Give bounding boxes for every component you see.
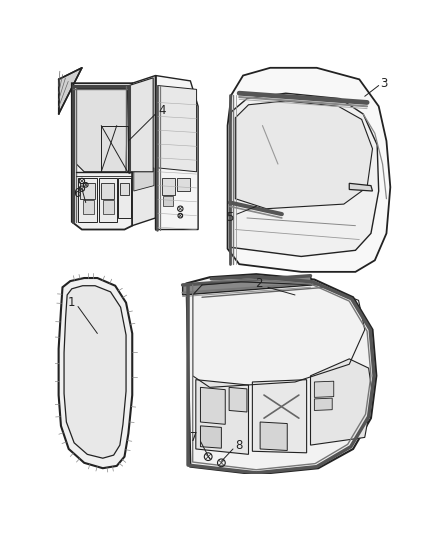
- Polygon shape: [163, 196, 173, 206]
- Polygon shape: [314, 381, 334, 398]
- Polygon shape: [196, 379, 248, 454]
- Polygon shape: [64, 286, 126, 458]
- Polygon shape: [349, 183, 372, 191]
- Polygon shape: [155, 76, 198, 230]
- Polygon shape: [229, 387, 247, 412]
- Polygon shape: [72, 83, 132, 230]
- Polygon shape: [134, 168, 154, 191]
- Polygon shape: [77, 88, 127, 172]
- Polygon shape: [101, 183, 114, 199]
- Polygon shape: [201, 426, 221, 448]
- Text: 1: 1: [68, 296, 75, 309]
- Polygon shape: [177, 178, 191, 191]
- Text: 5: 5: [226, 212, 233, 224]
- Polygon shape: [260, 422, 287, 450]
- Polygon shape: [59, 278, 132, 468]
- Polygon shape: [120, 183, 129, 195]
- Polygon shape: [252, 379, 307, 453]
- Polygon shape: [311, 359, 372, 445]
- Polygon shape: [99, 178, 117, 222]
- Polygon shape: [187, 274, 376, 474]
- Polygon shape: [59, 68, 82, 114]
- Polygon shape: [83, 200, 93, 214]
- Polygon shape: [314, 398, 332, 410]
- Text: 8: 8: [236, 439, 243, 453]
- Text: 2: 2: [256, 277, 263, 290]
- Polygon shape: [158, 85, 197, 172]
- Polygon shape: [129, 78, 153, 172]
- Polygon shape: [230, 93, 379, 256]
- Polygon shape: [235, 101, 372, 209]
- Text: 4: 4: [158, 103, 166, 117]
- Polygon shape: [118, 178, 131, 218]
- Polygon shape: [162, 178, 175, 195]
- Polygon shape: [183, 276, 312, 295]
- Text: 6: 6: [73, 187, 80, 200]
- Polygon shape: [78, 178, 97, 222]
- Polygon shape: [228, 68, 390, 272]
- Polygon shape: [132, 76, 155, 225]
- Polygon shape: [80, 183, 95, 199]
- Text: 3: 3: [381, 77, 388, 90]
- Text: 7: 7: [191, 431, 198, 444]
- Polygon shape: [103, 200, 113, 214]
- Polygon shape: [201, 387, 225, 424]
